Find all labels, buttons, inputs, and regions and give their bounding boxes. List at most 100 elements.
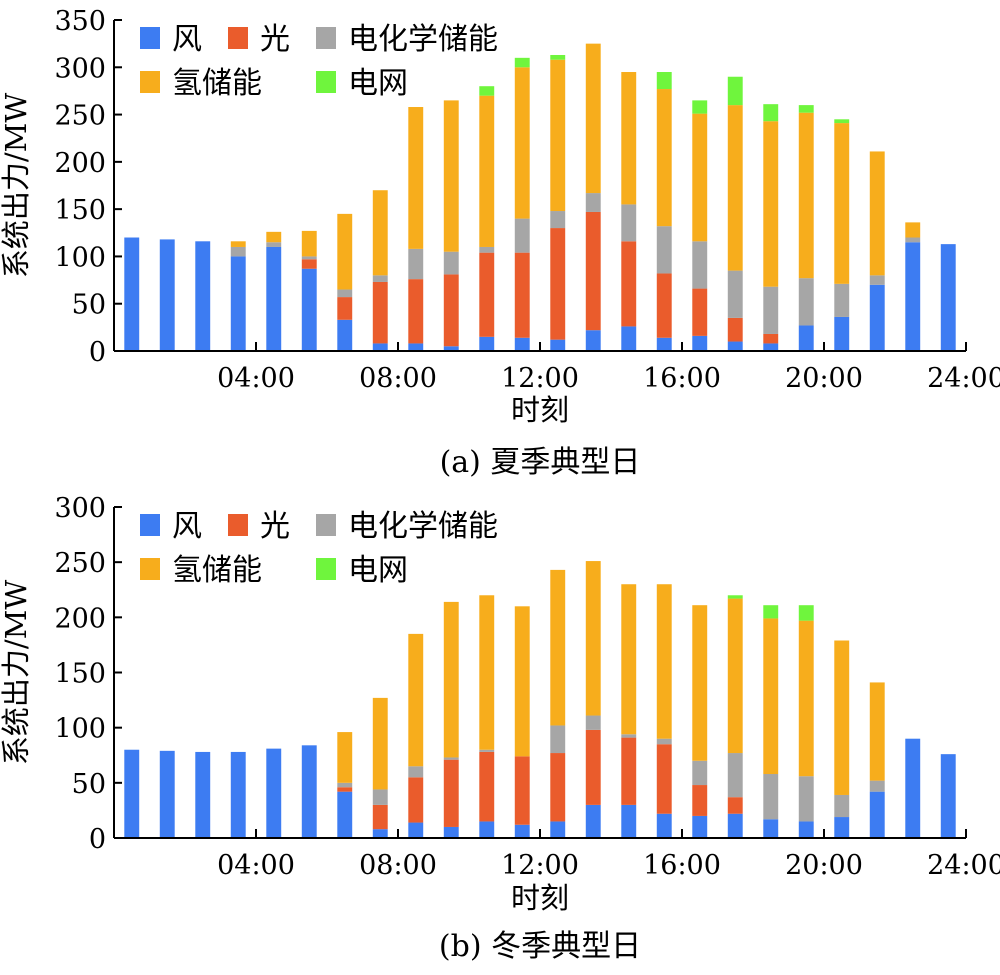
bar-segment-4-h19 bbox=[763, 121, 779, 287]
y-tick-label: 300 bbox=[54, 53, 106, 84]
x-tick-label: 24:00 bbox=[927, 850, 1000, 881]
bar-segment-1-h21 bbox=[834, 316, 850, 351]
legend-item: 氢储能 bbox=[140, 553, 262, 588]
legend-swatch bbox=[316, 558, 336, 580]
bar-segment-4-h13 bbox=[550, 59, 566, 212]
bar-segment-4-h14 bbox=[585, 561, 601, 716]
bar-segment-4-h12 bbox=[514, 606, 530, 757]
bar-segment-1-h3 bbox=[195, 241, 211, 351]
bar-segment-1-h8 bbox=[372, 343, 388, 351]
legend-item: 风 bbox=[140, 509, 202, 544]
bar-segment-3-h5 bbox=[266, 242, 282, 247]
bar-segment-3-h23 bbox=[905, 237, 921, 243]
legend-label: 电化学储能 bbox=[348, 22, 498, 57]
legend-item: 电化学储能 bbox=[316, 22, 498, 57]
bar-segment-1-h14 bbox=[585, 804, 601, 838]
bar-segment-3-h14 bbox=[585, 193, 601, 212]
bar-segment-1-h22 bbox=[869, 791, 885, 838]
bar-segment-2-h11 bbox=[479, 751, 495, 822]
legend-swatch bbox=[140, 558, 160, 580]
legend-item: 光 bbox=[228, 22, 290, 57]
bar-segment-4-h8 bbox=[372, 697, 388, 790]
bar-segment-2-h17 bbox=[692, 288, 708, 336]
bar-segment-3-h7 bbox=[337, 289, 353, 298]
bar-segment-4-h9 bbox=[408, 633, 424, 767]
bar-segment-4-h17 bbox=[692, 113, 708, 242]
bar-segment-1-h7 bbox=[337, 319, 353, 351]
bar-segment-3-h10 bbox=[443, 251, 459, 275]
x-tick-label: 04:00 bbox=[217, 850, 295, 881]
bar-segment-3-h4 bbox=[230, 246, 246, 257]
bar-segment-1-h19 bbox=[763, 343, 779, 351]
bar-segment-4-h21 bbox=[834, 123, 850, 284]
bar-segment-4-h15 bbox=[621, 584, 637, 735]
bar-segment-3-h11 bbox=[479, 749, 495, 752]
bar-segment-3-h20 bbox=[798, 776, 814, 822]
bar-segment-2-h8 bbox=[372, 804, 388, 830]
bar-segment-5-h20 bbox=[798, 105, 814, 113]
bar-segment-3-h7 bbox=[337, 782, 353, 788]
bar-segment-3-h22 bbox=[869, 780, 885, 792]
x-tick-label: 12:00 bbox=[501, 850, 579, 881]
bar-segment-2-h13 bbox=[550, 228, 566, 340]
bar-segment-4-h6 bbox=[301, 230, 317, 257]
y-axis-title: 系统出力/MW bbox=[0, 93, 33, 278]
bar-segment-2-h7 bbox=[337, 787, 353, 792]
legend-item: 风 bbox=[140, 22, 202, 57]
bar-segment-3-h16 bbox=[656, 738, 672, 745]
y-tick-label: 50 bbox=[72, 769, 106, 800]
y-tick-label: 100 bbox=[54, 242, 106, 273]
legend-swatch bbox=[316, 71, 336, 93]
bar-segment-4-h5 bbox=[266, 231, 282, 243]
y-tick-label: 200 bbox=[54, 148, 106, 179]
bar-segment-1-h12 bbox=[514, 824, 530, 838]
bar-segment-4-h4 bbox=[230, 241, 246, 247]
bar-segment-5-h16 bbox=[656, 72, 672, 90]
bar-segment-1-h18 bbox=[727, 813, 743, 838]
x-tick-label: 20:00 bbox=[785, 850, 863, 881]
y-tick-label: 300 bbox=[54, 493, 106, 524]
bar-segment-5-h19 bbox=[763, 605, 779, 619]
legend-swatch bbox=[228, 514, 248, 536]
x-tick-label: 20:00 bbox=[785, 363, 863, 394]
x-axis-title: 时刻 bbox=[511, 881, 569, 915]
bar-segment-2-h18 bbox=[727, 317, 743, 342]
bar-segment-1-h22 bbox=[869, 284, 885, 351]
x-tick-label: 24:00 bbox=[927, 363, 1000, 394]
bar-segment-4-h15 bbox=[621, 72, 637, 205]
bar-segment-2-h6 bbox=[301, 259, 317, 269]
bar-segment-2-h17 bbox=[692, 785, 708, 816]
bar-segment-5-h18 bbox=[727, 76, 743, 106]
bar-segment-3-h9 bbox=[408, 766, 424, 778]
bar-segment-1-h19 bbox=[763, 819, 779, 838]
legend-item: 电化学储能 bbox=[316, 509, 498, 544]
bar-segment-1-h21 bbox=[834, 817, 850, 838]
legend-label: 电网 bbox=[348, 553, 408, 588]
bar-segment-1-h23 bbox=[905, 738, 921, 838]
y-tick-label: 0 bbox=[89, 337, 106, 368]
y-tick-label: 0 bbox=[89, 824, 106, 855]
legend-label: 电网 bbox=[348, 66, 408, 101]
bar-segment-3-h19 bbox=[763, 286, 779, 334]
legend-item: 电网 bbox=[316, 553, 408, 588]
bar-segment-3-h18 bbox=[727, 270, 743, 318]
bar-segment-3-h17 bbox=[692, 241, 708, 289]
bar-segment-3-h13 bbox=[550, 725, 566, 754]
y-tick-label: 250 bbox=[54, 101, 106, 132]
bar-segment-1-h13 bbox=[550, 339, 566, 351]
bar-segment-3-h17 bbox=[692, 760, 708, 786]
bar-segment-4-h21 bbox=[834, 640, 850, 795]
bar-segment-1-h17 bbox=[692, 335, 708, 351]
bar-segment-1-h11 bbox=[479, 821, 495, 838]
bar-segment-1-h15 bbox=[621, 804, 637, 838]
legend-swatch bbox=[228, 27, 248, 49]
bar-segment-5-h19 bbox=[763, 104, 779, 122]
bar-segment-1-h24 bbox=[940, 754, 956, 838]
bar-segment-2-h18 bbox=[727, 797, 743, 814]
bar-segment-4-h13 bbox=[550, 569, 566, 726]
bar-segment-4-h9 bbox=[408, 107, 424, 249]
bar-segment-1-h16 bbox=[656, 813, 672, 838]
legend-label: 氢储能 bbox=[172, 553, 262, 588]
legend-swatch bbox=[316, 27, 336, 49]
